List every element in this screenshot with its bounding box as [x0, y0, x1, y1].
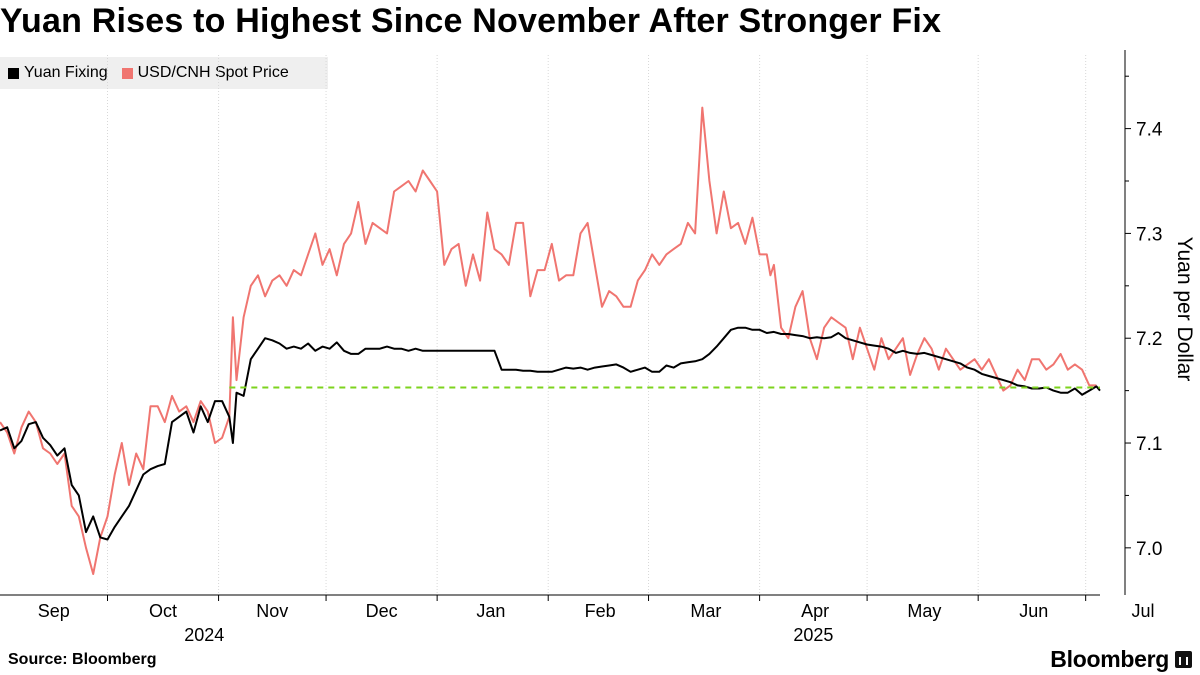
legend: Yuan Fixing USD/CNH Spot Price	[0, 57, 328, 89]
y-tick-label-2: 7.2	[1136, 329, 1162, 350]
bloomberg-terminal-icon	[1175, 651, 1192, 668]
x-tick-label-nov: Nov	[256, 601, 288, 621]
legend-swatch-usdcnh-spot	[121, 67, 133, 79]
x-tick-label-jul: Jul	[1131, 601, 1154, 621]
x-year-label-2025: 2025	[793, 625, 833, 645]
x-tick-label-feb: Feb	[585, 601, 616, 621]
legend-label-usdcnh-spot: USD/CNH Spot Price	[137, 64, 289, 81]
y-tick-label-3: 7.3	[1136, 224, 1162, 245]
brand-name: Bloomberg	[1050, 646, 1169, 672]
x-tick-label-jun: Jun	[1019, 601, 1048, 621]
legend-swatch-yuan-fixing	[8, 67, 19, 79]
y-tick-label-4: 7.4	[1136, 120, 1163, 141]
x-tick-label-dec: Dec	[366, 601, 398, 621]
legend-item-yuan-fixing: Yuan Fixing	[8, 64, 108, 82]
brand-logo: Bloomberg	[1050, 646, 1192, 673]
legend-label-yuan-fixing: Yuan Fixing	[24, 64, 108, 81]
y-axis-title: Yuan per Dollar	[1173, 237, 1196, 382]
y-tick-label-0: 7.0	[1136, 539, 1162, 560]
x-tick-label-apr: Apr	[801, 601, 829, 621]
x-year-label-2024: 2024	[184, 625, 224, 645]
x-tick-label-sep: Sep	[38, 601, 70, 621]
series-line-usd-cnh-spot-price	[0, 106, 1097, 575]
series-line-yuan-fixing	[0, 326, 1101, 541]
legend-item-usdcnh-spot: USD/CNH Spot Price	[121, 64, 289, 82]
x-tick-label-mar: Mar	[690, 601, 721, 621]
x-tick-label-jan: Jan	[476, 601, 505, 621]
source-note: Source: Bloomberg	[8, 651, 157, 668]
y-tick-label-1: 7.1	[1136, 434, 1162, 455]
x-tick-label-may: May	[907, 601, 941, 621]
chart-title: Yuan Rises to Highest Since November Aft…	[0, 2, 942, 40]
x-tick-label-oct: Oct	[149, 601, 177, 621]
